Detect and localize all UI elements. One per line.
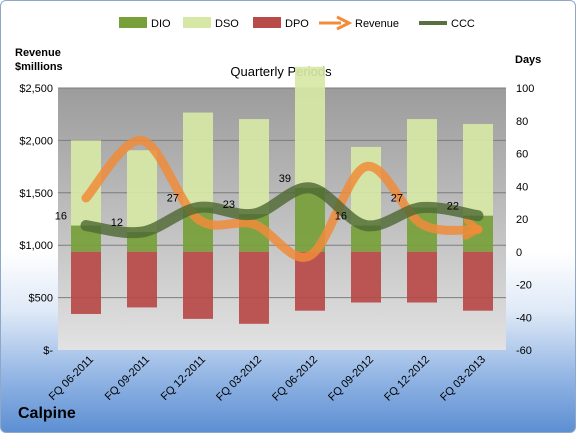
legend-arrowhead-revenue: [336, 15, 353, 31]
ccc-data-label: 16: [335, 211, 347, 223]
bar-dpo: [239, 251, 269, 324]
legend-swatch-dio: [119, 17, 147, 28]
bar-dso: [295, 66, 325, 188]
bar-dpo: [463, 251, 493, 311]
bar-dso: [351, 146, 381, 226]
x-tick-label: FQ 06-2011: [47, 354, 96, 403]
right-tick-label: 100: [516, 83, 534, 95]
bar-dso: [463, 124, 493, 216]
bar-dpo: [71, 251, 101, 314]
right-tick-label: -60: [516, 345, 532, 357]
ccc-line: [80, 182, 484, 239]
right-tick-label: 80: [516, 116, 528, 128]
left-tick-label: $2,000: [19, 135, 53, 147]
x-tick-label: FQ 12-2011: [159, 354, 208, 403]
right-tick-label: 20: [516, 214, 528, 226]
legend-label-ccc: CCC: [451, 18, 475, 30]
ccc-data-label: 12: [111, 217, 123, 229]
x-tick-label: FQ 06-2012: [270, 354, 320, 404]
bar-dpo: [295, 251, 325, 311]
legend-label-dpo: DPO: [285, 18, 309, 30]
bar-dpo: [183, 251, 213, 319]
left-tick-label: $-: [43, 345, 53, 357]
x-tick-label: FQ 09-2012: [326, 354, 376, 404]
legend-label-dso: DSO: [215, 18, 239, 30]
x-tick-label: FQ 03-2013: [438, 354, 488, 404]
bar-dpo: [127, 251, 157, 308]
plot-area: $- $500 $1,000 $1,500 $2,000 $2,500 -60 -40 -20 0…: [19, 66, 534, 404]
bar-dpo: [351, 251, 381, 303]
bar-dpo: [407, 251, 437, 303]
x-tick-label: FQ 09-2011: [103, 354, 152, 403]
ccc-data-label: 27: [167, 193, 179, 205]
ccc-data-label: 23: [223, 199, 235, 211]
left-tick-label: $500: [29, 293, 53, 305]
right-tick-label: -20: [516, 280, 532, 292]
legend: DIO DSO DPO Revenue CCC: [119, 15, 475, 31]
left-tick-label: $2,500: [19, 83, 53, 95]
bar-dso: [183, 112, 213, 208]
ccc-data-label: 27: [391, 193, 403, 205]
right-tick-label: 40: [516, 181, 528, 193]
ccc-data-label: 16: [55, 211, 67, 223]
company-name: Calpine: [18, 405, 76, 422]
bar-dso: [127, 150, 157, 233]
right-axis-title: Days: [515, 54, 541, 66]
right-tick-label: 0: [516, 247, 522, 259]
x-tick-label: FQ 12-2012: [382, 354, 432, 404]
bar-dso: [407, 119, 437, 208]
bar-dso: [239, 119, 269, 215]
ccc-data-label: 22: [447, 201, 459, 213]
plot-background: [58, 88, 506, 350]
left-axis-title: Revenue $millions: [15, 47, 63, 73]
legend-label-dio: DIO: [151, 18, 171, 30]
legend-swatch-dso: [183, 17, 211, 28]
right-tick-label: -40: [516, 312, 532, 324]
right-tick-label: 60: [516, 149, 528, 161]
left-tick-label: $1,500: [19, 188, 53, 200]
revenue-arrowhead: [462, 217, 482, 240]
left-tick-label: $1,000: [19, 240, 53, 252]
ccc-data-label: 39: [279, 173, 291, 185]
legend-swatch-dpo: [253, 17, 281, 28]
x-tick-label: FQ 03-2012: [214, 354, 264, 404]
legend-label-revenue: Revenue: [355, 18, 399, 30]
